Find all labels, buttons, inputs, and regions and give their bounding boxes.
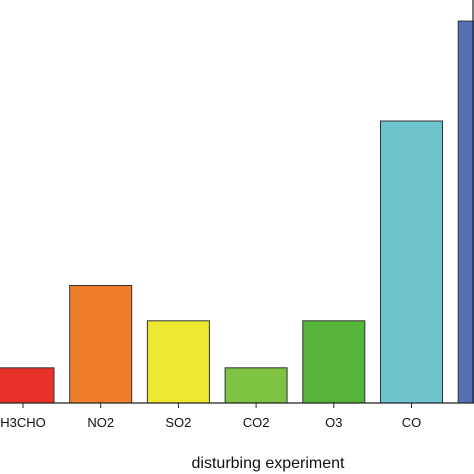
x-tick-label: CO2: [243, 415, 270, 430]
bar-h3cho: [0, 367, 55, 404]
x-tick-label: NO2: [87, 415, 114, 430]
bar-co: [380, 120, 443, 404]
bar-co2: [224, 367, 288, 404]
x-tick-label: H3CHO: [0, 415, 46, 430]
bars-group: [0, 20, 474, 404]
x-tick-label: CO: [402, 415, 422, 430]
x-tick-label: SO2: [165, 415, 191, 430]
x-axis-title: disturbing experiment: [192, 455, 346, 472]
bar-o3: [302, 320, 366, 404]
x-ticks-group: H3CHO NO2 SO2 CO2 O3 CO: [0, 403, 422, 430]
x-tick-label: O3: [325, 415, 342, 430]
bar-no2: [69, 285, 133, 404]
bar-so2: [146, 320, 210, 404]
bar-unlabeled: [457, 20, 474, 404]
